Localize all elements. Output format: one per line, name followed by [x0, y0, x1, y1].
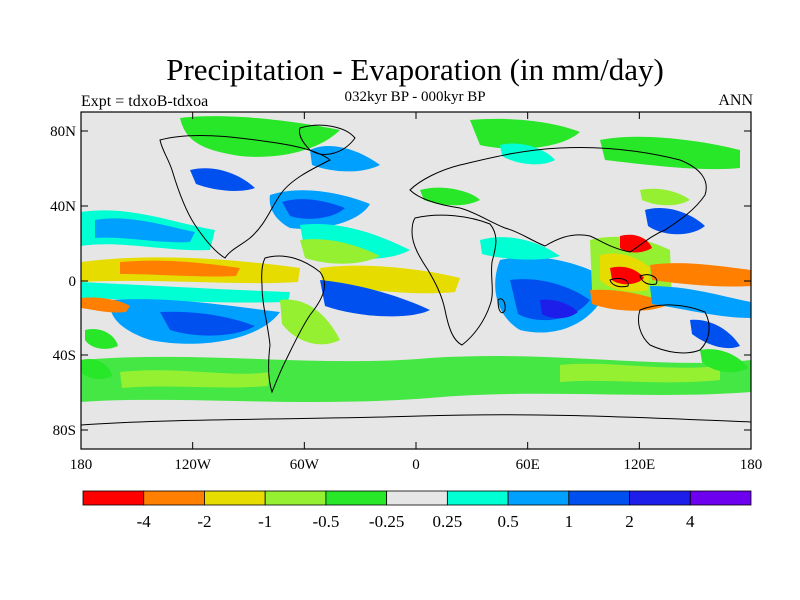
- lat-tick-label: 80N: [50, 124, 76, 140]
- colorbar-label: 1: [565, 512, 574, 531]
- colorbar-label: -4: [137, 512, 152, 531]
- lon-tick-label: 0: [412, 457, 420, 473]
- colorbar-swatch: [82, 490, 145, 506]
- map-title: Precipitation - Evaporation (in mm/day): [166, 52, 664, 87]
- colorbar-swatch: [204, 490, 266, 506]
- colorbar-swatch: [325, 490, 388, 506]
- colorbar-label: 0.25: [432, 512, 462, 531]
- colorbar-swatch: [568, 490, 630, 506]
- colorbar-label: -0.25: [369, 512, 404, 531]
- lon-tick-label: 60W: [290, 457, 320, 473]
- latitude-labels: 80N 40N 0 40S 80S: [50, 124, 76, 439]
- colorbar-label: -2: [197, 512, 211, 531]
- colorbar-swatch: [264, 490, 327, 506]
- colorbar-label: 0.5: [497, 512, 518, 531]
- lat-tick-label: 40N: [50, 199, 76, 215]
- lon-tick-label: 180: [740, 457, 763, 473]
- lon-tick-label: 60E: [516, 457, 540, 473]
- colorbar-label: 2: [625, 512, 634, 531]
- lat-tick-label: 80S: [53, 423, 76, 439]
- colorbar-swatch: [386, 490, 448, 506]
- colorbar-label: 4: [686, 512, 695, 531]
- lon-tick-label: 180: [70, 457, 93, 473]
- colorbar-swatch: [446, 490, 509, 506]
- experiment-label: Expt = tdxoB-tdxoa: [81, 93, 209, 110]
- colorbar-swatch: [629, 490, 691, 506]
- lon-tick-label: 120E: [623, 457, 655, 473]
- longitude-labels: 180 120W 60W 0 60E 120E 180: [70, 457, 763, 473]
- colorbar-swatch: [507, 490, 570, 506]
- lat-tick-label: 40S: [53, 348, 76, 364]
- colorbar: [82, 490, 752, 506]
- coastlines: [81, 124, 751, 426]
- lon-tick-label: 120W: [174, 457, 212, 473]
- axis-ticks: [80, 112, 752, 449]
- colorbar-label: -1: [258, 512, 272, 531]
- lat-tick-label: 0: [69, 274, 77, 290]
- season-label: ANN: [718, 92, 753, 109]
- precip-field: [81, 116, 751, 402]
- colorbar-swatch: [689, 490, 752, 506]
- colorbar-label: -0.5: [312, 512, 339, 531]
- colorbar-labels: -4 -2 -1 -0.5 -0.25 0.25 0.5 1 2 4: [137, 512, 695, 531]
- colorbar-swatch: [143, 490, 205, 506]
- map-subtitle: 032kyr BP - 000kyr BP: [344, 89, 486, 105]
